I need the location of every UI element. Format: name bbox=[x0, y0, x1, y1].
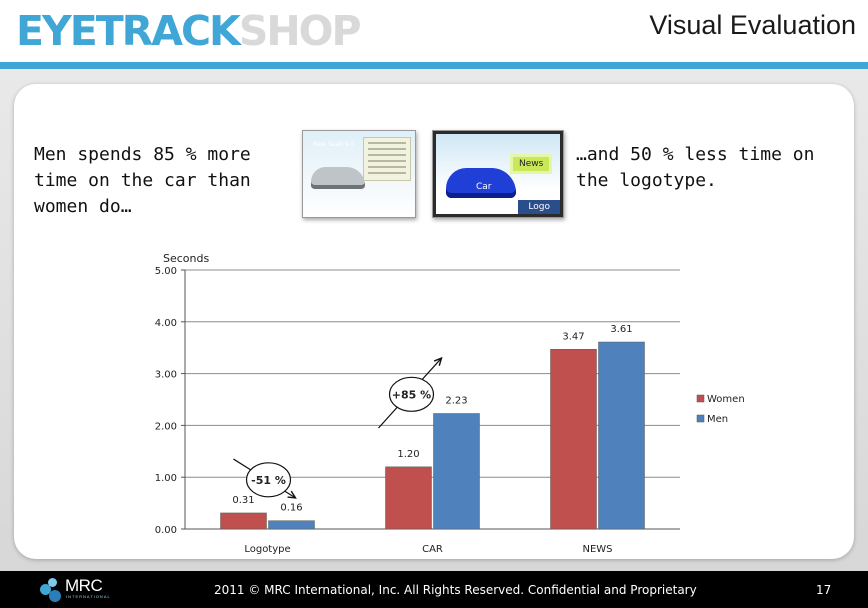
bar-women-news bbox=[550, 349, 597, 530]
news-area-label: News bbox=[510, 154, 553, 174]
car-area-label: Car bbox=[476, 182, 492, 192]
slide-title: Visual Evaluation bbox=[649, 10, 856, 40]
bar-men-car bbox=[433, 413, 480, 530]
data-label-women-logotype: 0.31 bbox=[232, 495, 254, 506]
mrc-logo-subtext: INTERNATIONAL bbox=[66, 594, 111, 599]
annotation-label: -51 % bbox=[251, 474, 286, 487]
y-tick-label: 5.00 bbox=[155, 266, 177, 277]
legend-label-women: Women bbox=[707, 394, 745, 405]
y-tick-label: 4.00 bbox=[155, 318, 177, 329]
car-image-silver bbox=[311, 167, 365, 189]
thumb1-heading: New Saab 9-5 bbox=[313, 141, 355, 148]
ad-thumbnail-heatmap: News Car Logo bbox=[432, 130, 564, 218]
data-label-men-car: 2.23 bbox=[445, 395, 467, 406]
intro-left-text: Men spends 85 % more time on the car tha… bbox=[34, 144, 251, 217]
annotation-arrow-head bbox=[287, 490, 297, 499]
y-tick-label: 2.00 bbox=[155, 421, 177, 432]
x-tick-label: CAR bbox=[422, 544, 443, 555]
mrc-logo-text: MRC bbox=[65, 576, 103, 595]
y-axis-title: Seconds bbox=[163, 252, 209, 265]
ad-thumbnail-saab: New Saab 9-5 bbox=[302, 130, 416, 218]
bar-men-logotype bbox=[268, 520, 315, 530]
annotation-circle bbox=[245, 462, 292, 498]
mrc-logo: MRC INTERNATIONAL bbox=[38, 576, 128, 604]
legend-swatch-men bbox=[696, 414, 705, 423]
annotation-circle bbox=[388, 376, 435, 412]
legend-label-men: Men bbox=[707, 414, 728, 425]
logo-area-label: Logo bbox=[518, 200, 560, 214]
eyetrackshop-logo: EYETRACKSHOP bbox=[16, 7, 362, 55]
legend-swatch-women bbox=[696, 394, 705, 403]
bar-women-logotype bbox=[220, 512, 267, 530]
logo-shop-text: SHOP bbox=[238, 7, 362, 55]
annotation-label: +85 % bbox=[392, 388, 431, 401]
y-tick-label: 1.00 bbox=[155, 473, 177, 484]
data-label-men-news: 3.61 bbox=[610, 324, 632, 335]
bar-women-car bbox=[385, 466, 432, 530]
x-tick-label: NEWS bbox=[582, 544, 612, 555]
footer: MRC INTERNATIONAL 2011 © MRC Internation… bbox=[0, 571, 868, 608]
car-image-blue bbox=[446, 168, 516, 198]
intro-right-text: …and 50 % less time on the logotype. bbox=[576, 144, 815, 191]
y-tick-label: 0.00 bbox=[155, 525, 177, 536]
thumb2-inner: News Car Logo bbox=[436, 134, 560, 214]
thumb1-text-panel bbox=[363, 137, 411, 181]
header: EYETRACKSHOP Visual Evaluation bbox=[0, 0, 868, 62]
data-label-men-logotype: 0.16 bbox=[280, 503, 302, 514]
copyright-text: 2011 © MRC International, Inc. All Right… bbox=[214, 583, 697, 597]
bar-men-news bbox=[598, 341, 645, 530]
header-rule bbox=[0, 62, 868, 69]
x-tick-label: Logotype bbox=[244, 544, 290, 555]
annotation-arrow-head bbox=[433, 356, 443, 366]
y-tick-label: 3.00 bbox=[155, 370, 177, 381]
page-number: 17 bbox=[816, 583, 832, 597]
data-label-women-car: 1.20 bbox=[397, 449, 419, 460]
logo-eyetrack-text: EYETRACK bbox=[16, 7, 241, 55]
data-label-women-news: 3.47 bbox=[562, 331, 584, 342]
